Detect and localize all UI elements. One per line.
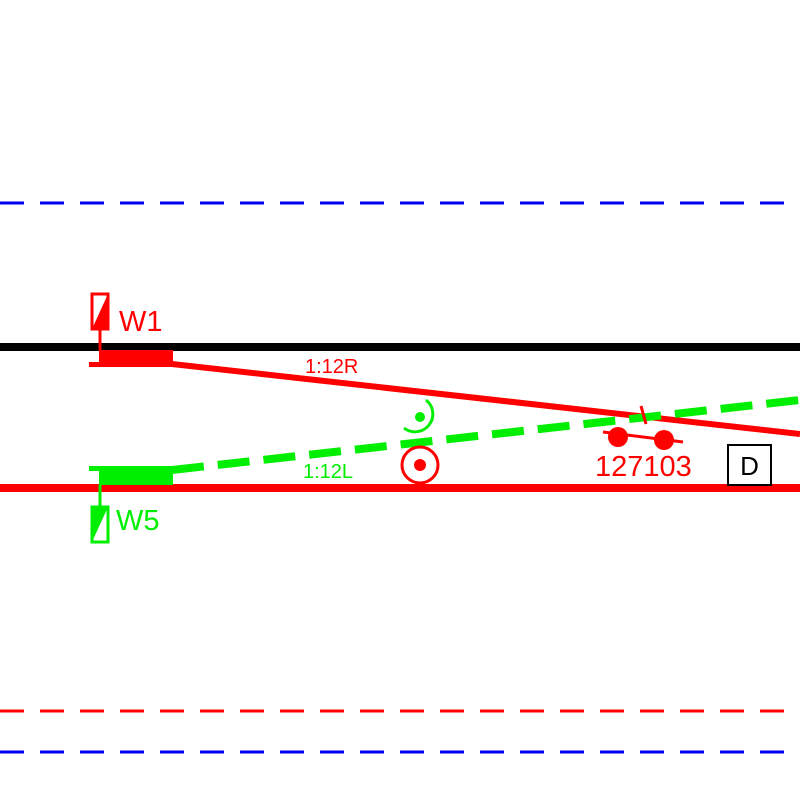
dot-icon xyxy=(415,412,425,422)
switch-w5[interactable]: W5 xyxy=(89,466,173,544)
arc-icon xyxy=(403,398,435,434)
marker-d-label: D xyxy=(740,451,759,481)
turnout-left-label: 1:12L xyxy=(303,461,353,483)
switch-w5-points xyxy=(99,468,173,485)
track-circuit-label: 127103 xyxy=(595,451,692,483)
marker-d-box xyxy=(727,444,772,486)
signal-half-fill xyxy=(92,294,108,329)
red-position-marker xyxy=(400,445,440,485)
switch-w1-base xyxy=(89,362,173,367)
marker-d[interactable]: D xyxy=(727,444,772,486)
track-circuit-127103[interactable]: 127103 xyxy=(595,405,692,483)
switch-w1-label: W1 xyxy=(119,306,163,338)
diverging-track-left xyxy=(171,396,800,474)
ring-icon xyxy=(400,445,440,485)
diverging-track-right xyxy=(171,361,800,437)
turnout-right-label: 1:12R xyxy=(305,356,358,378)
dot-icon xyxy=(414,459,426,471)
switch-w5-label: W5 xyxy=(116,505,160,537)
switch-w1[interactable]: W1 xyxy=(89,292,173,367)
signal-half-fill xyxy=(92,507,108,542)
insulated-joint-icon xyxy=(639,405,648,425)
detector-dot-icon xyxy=(654,430,674,450)
detector-dot-icon xyxy=(608,427,628,447)
switch-w5-base xyxy=(89,466,173,471)
green-position-marker xyxy=(403,398,435,434)
